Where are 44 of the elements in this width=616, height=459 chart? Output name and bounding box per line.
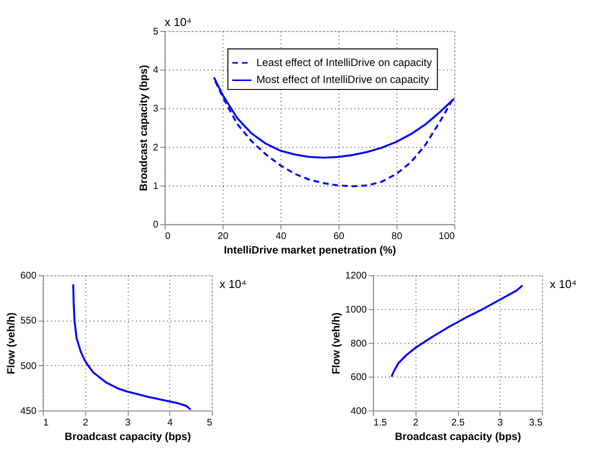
x-tick-label: 3: [498, 417, 503, 428]
y-tick-label: 3: [152, 104, 158, 115]
x-tick-label: 1: [43, 417, 49, 428]
text: x 10⁴: [164, 17, 192, 30]
x-tick-label: 3: [125, 417, 130, 428]
x-tick-label: 20: [218, 231, 228, 242]
y-tick-label: 1: [152, 180, 158, 192]
y-axis-title: Broadcast capacity (bps): [138, 64, 150, 192]
text: x 10⁴: [219, 278, 246, 291]
x-axis-title: IntelliDrive market penetration (%): [224, 244, 396, 257]
text: x 10⁴: [550, 278, 577, 291]
y-tick-label: 1000: [345, 304, 367, 316]
y-tick-label: 1200: [345, 270, 367, 282]
x-tick-label: 100: [438, 231, 455, 242]
y-tick-label: 550: [20, 316, 37, 327]
x-tick-label: 2: [82, 417, 88, 428]
x-tick-label: 3.5: [529, 417, 542, 428]
x-tick-label: 0: [165, 231, 170, 242]
y-tick-label: 600: [20, 270, 37, 282]
y-tick-label: 500: [20, 360, 37, 372]
y-tick-label: 400: [350, 406, 367, 417]
y-tick-label: 4: [152, 65, 159, 76]
y-tick-label: 600: [350, 372, 367, 384]
y-tick-label: 0: [152, 220, 158, 230]
x-tick-label: 5: [206, 417, 212, 428]
y-tick-label: 800: [350, 338, 367, 350]
line-series: [72, 283, 192, 410]
y-tick-label: 450: [20, 406, 37, 417]
x-axis-title: Broadcast capacity (bps): [394, 430, 522, 443]
y-tick-label: 2: [152, 142, 158, 154]
legend-label: Least effect of IntelliDrive on capacity: [256, 56, 433, 69]
x-tick-label: 2: [413, 417, 418, 428]
x-tick-label: 80: [391, 231, 402, 242]
y-axis-title: Flow (veh/h): [330, 312, 342, 374]
x-tick-label: 4: [167, 417, 174, 428]
x-axis-title: Broadcast capacity (bps): [64, 430, 191, 443]
x-tick-label: 60: [334, 231, 344, 242]
line-series: [390, 284, 524, 378]
x-tick-label: 1.5: [373, 417, 387, 428]
x-tick-label: 40: [276, 231, 286, 242]
x-tick-label: 2.5: [451, 417, 465, 428]
legend-label: Most effect of IntelliDrive on capacity: [256, 74, 430, 86]
y-tick-label: 5: [152, 26, 158, 38]
y-axis-title: Flow (veh/h): [6, 312, 18, 374]
